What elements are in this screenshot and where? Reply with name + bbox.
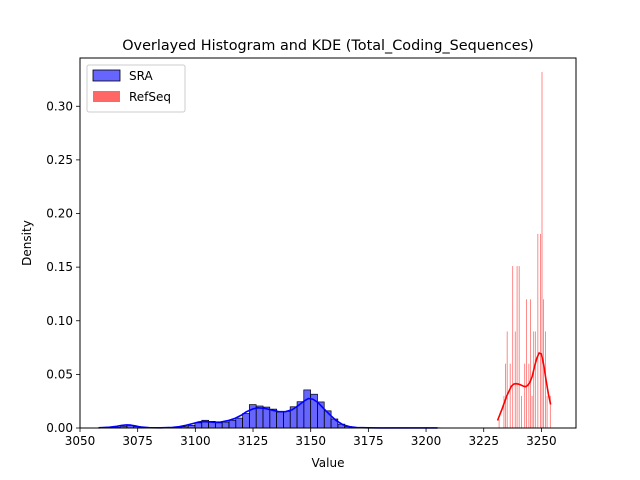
refseq-histogram-bar [540, 233, 541, 428]
sra-histogram-bar [255, 405, 264, 429]
refseq-histogram-bar [531, 395, 533, 428]
refseq-histogram-bar [541, 71, 543, 428]
refseq-histogram-bar [530, 299, 531, 428]
sra-histogram-bar [283, 411, 291, 429]
legend-label-refseq: RefSeq [129, 90, 171, 104]
refseq-histogram-bar [514, 331, 516, 428]
legend-swatch-refseq [93, 91, 120, 102]
y-tick-label: 0.10 [46, 314, 73, 328]
refseq-histogram-bar [518, 266, 520, 428]
y-tick-label: 0.25 [46, 153, 73, 167]
y-tick-label: 0.30 [46, 99, 73, 113]
x-tick-label: 3175 [353, 434, 384, 448]
sra-kde-line [98, 397, 438, 429]
y-axis-label: Density [20, 220, 34, 266]
refseq-histogram-bar [533, 331, 535, 428]
refseq-histogram-bar [521, 395, 522, 428]
x-tick-label: 3200 [411, 434, 442, 448]
x-tick-label: 3250 [526, 434, 557, 448]
sra-histogram-bar [303, 389, 311, 429]
refseq-histogram-bar [537, 233, 539, 428]
refseq-histogram-bar [546, 395, 548, 428]
refseq-kde-line [496, 352, 552, 421]
sra-histogram-bar [269, 408, 278, 429]
x-tick-label: 3150 [295, 434, 326, 448]
y-tick-label: 0.15 [46, 260, 73, 274]
x-axis-ticks: 3050 3075 3100 3125 3150 3175 3200 3225 3250 [65, 428, 557, 448]
refseq-histogram-bar [526, 299, 527, 428]
refseq-histogram-bar [534, 331, 536, 428]
sra-histogram-bar [194, 422, 203, 429]
legend: SRA RefSeq [86, 64, 186, 113]
axes-frame [79, 57, 577, 429]
x-tick-label: 3075 [122, 434, 153, 448]
kde-curves [98, 352, 552, 429]
refseq-histogram-bar [506, 331, 508, 428]
x-tick-label: 3100 [180, 434, 211, 448]
chart-title: Overlayed Histogram and KDE (Total_Codin… [122, 38, 534, 54]
refseq-histogram-bar [516, 266, 518, 428]
sra-histogram-bar [235, 417, 243, 429]
refseq-histogram-bar [505, 363, 506, 428]
sra-histogram-bar [215, 422, 223, 429]
x-axis-label: Value [312, 456, 345, 470]
refseq-histogram-bar [512, 266, 514, 428]
refseq-histogram-bar [503, 395, 505, 428]
y-tick-label: 0.05 [46, 367, 73, 381]
sra-histogram-bar [221, 421, 230, 429]
refseq-histogram-bar [509, 363, 511, 428]
y-tick-label: 0.00 [46, 421, 73, 435]
refseq-histogram-bar [528, 363, 530, 428]
sra-histogram-bar [262, 406, 271, 429]
sra-histogram-bar [242, 413, 250, 429]
y-tick-label: 0.20 [46, 207, 73, 221]
refseq-histogram-bar [524, 363, 526, 428]
sra-histogram-bar [276, 411, 284, 429]
x-tick-label: 3050 [65, 434, 96, 448]
sra-histogram-bar [228, 419, 237, 429]
x-tick-label: 3225 [468, 434, 499, 448]
legend-label-sra: SRA [129, 69, 153, 83]
refseq-histogram-bar [498, 419, 500, 428]
refseq-histogram-bar [549, 395, 551, 428]
y-axis-ticks: 0.00 0.05 0.10 0.15 0.20 0.25 0.30 [46, 99, 80, 435]
x-tick-label: 3125 [238, 434, 269, 448]
legend-swatch-sra [92, 69, 121, 82]
